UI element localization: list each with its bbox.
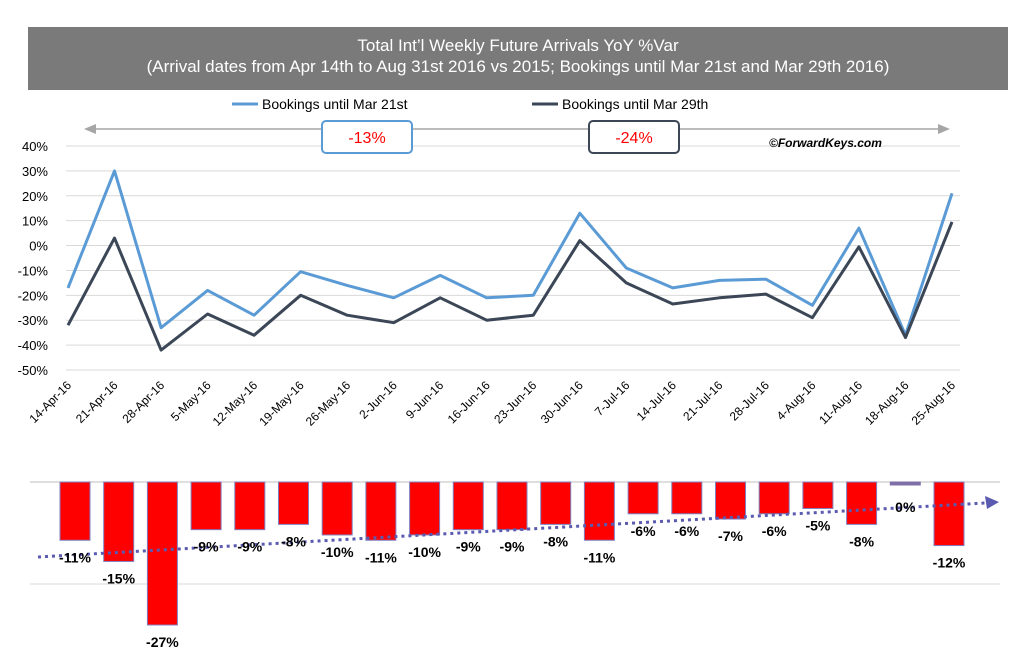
bar: [889, 481, 921, 486]
y-tick-label: 40%: [22, 139, 48, 154]
bar: [627, 481, 659, 515]
x-tick-label: 30-Jun-16: [538, 378, 586, 426]
x-tick-label: 21-Jul-16: [680, 378, 726, 424]
x-tick-label: 26-May-16: [303, 378, 354, 429]
annotation-box-2: [588, 120, 680, 154]
x-tick-label: 14-Jul-16: [634, 378, 680, 424]
annotation-label-1: -13%: [348, 130, 385, 147]
x-tick-label: 16-Jun-16: [445, 378, 493, 426]
x-tick-label: 7-Jul-16: [592, 378, 633, 419]
bar: [234, 481, 266, 531]
trend-arrow-head: [985, 496, 999, 509]
bar: [671, 481, 703, 515]
legend-label-2: Bookings until Mar 29th: [562, 96, 708, 112]
bar-value-label: -6%: [631, 523, 656, 539]
bar-value-label: -5%: [805, 517, 830, 533]
bar-value-label: -6%: [762, 523, 787, 539]
bar: [190, 481, 222, 531]
x-tick-label: 11-Aug-16: [816, 378, 865, 427]
x-tick-label: 18-Aug-16: [862, 378, 912, 428]
x-tick-label: 19-May-16: [256, 378, 307, 429]
bar: [540, 481, 572, 525]
bar-value-label: -8%: [281, 533, 306, 549]
bar: [146, 481, 178, 626]
bar-value-label: -15%: [102, 570, 135, 586]
x-tick-label: 28-Apr-16: [120, 378, 168, 426]
y-tick-label: -20%: [18, 288, 49, 303]
bar-value-label: -12%: [933, 555, 966, 571]
y-tick-label: -40%: [18, 338, 49, 353]
annotation-box-1: [321, 120, 413, 154]
x-tick-label: 5-May-16: [168, 378, 214, 424]
bar: [846, 481, 878, 525]
x-tick-label: 2-Jun-16: [356, 378, 400, 422]
bar-value-label: -6%: [674, 523, 699, 539]
y-tick-label: 10%: [22, 214, 48, 229]
x-tick-label: 4-Aug-16: [774, 378, 819, 423]
y-tick-label: 20%: [22, 189, 48, 204]
x-tick-label: 23-Jun-16: [491, 378, 539, 426]
bar: [758, 481, 790, 515]
x-tick-label: 9-Jun-16: [403, 378, 447, 422]
bar-value-label: -8%: [543, 533, 568, 549]
bar: [103, 481, 135, 562]
bar-value-label: -27%: [146, 634, 179, 647]
range-arrow-right-head: [938, 124, 950, 134]
bar: [321, 481, 353, 536]
bar: [278, 481, 309, 525]
bar: [409, 481, 441, 536]
bar-value-label: -10%: [321, 544, 354, 560]
chart-title: Total Int’l Weekly Future Arrivals YoY %…: [357, 36, 679, 55]
x-tick-label: 25-Aug-16: [909, 378, 959, 428]
series-line-2: [66, 221, 954, 352]
y-tick-label: -10%: [18, 263, 49, 278]
legend-label-1: Bookings until Mar 21st: [262, 96, 408, 112]
y-tick-label: -50%: [18, 363, 49, 378]
annotation-label-2: -24%: [615, 130, 652, 147]
chart-title-bar: Total Int’l Weekly Future Arrivals YoY %…: [28, 27, 1008, 90]
y-tick-label: 0%: [29, 239, 48, 254]
bar: [583, 481, 615, 541]
bar-value-label: -9%: [194, 539, 219, 555]
bar-value-label: -9%: [500, 539, 525, 555]
range-arrow-left-head: [84, 124, 96, 134]
bar-value-label: -9%: [237, 539, 262, 555]
series-line-1: [66, 169, 954, 337]
bar-value-label: -11%: [59, 549, 91, 565]
bar-value-label: -7%: [718, 528, 743, 544]
bar-value-label: 0%: [895, 499, 916, 515]
x-tick-label: 14-Apr-16: [26, 378, 74, 426]
copyright-text: ©ForwardKeys.com: [769, 136, 882, 150]
bar-value-label: -10%: [408, 544, 441, 560]
y-tick-label: -30%: [18, 313, 49, 328]
bar-value-label: -8%: [849, 533, 874, 549]
bar: [59, 481, 91, 541]
chart-subtitle: (Arrival dates from Apr 14th to Aug 31st…: [146, 57, 890, 76]
bar-value-label: -11%: [583, 549, 615, 565]
bar: [933, 481, 965, 547]
y-tick-label: 30%: [22, 164, 48, 179]
bar: [715, 481, 746, 520]
bar: [452, 481, 484, 531]
bar-value-label: -9%: [456, 539, 481, 555]
x-tick-label: 21-Apr-16: [73, 378, 121, 426]
bar: [802, 481, 834, 509]
x-tick-label: 28-Jul-16: [727, 378, 773, 424]
bar: [496, 481, 528, 531]
bar: [365, 481, 397, 541]
x-tick-label: 12-May-16: [210, 378, 261, 429]
bar-value-label: -11%: [365, 549, 397, 565]
